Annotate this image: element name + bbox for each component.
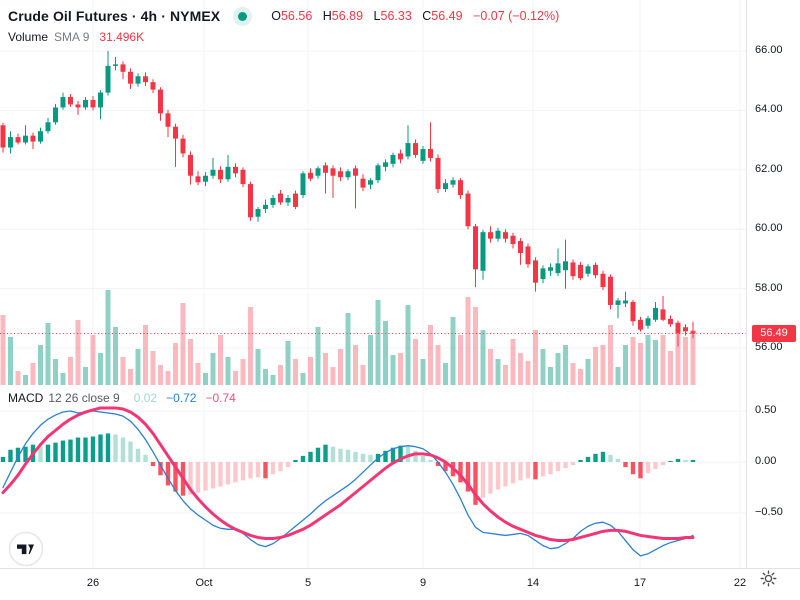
price-tick-label: 64.00: [755, 103, 783, 116]
chart-canvas[interactable]: [0, 0, 746, 568]
last-price-label: 56.49: [752, 324, 796, 342]
price-tick-label: 62.00: [755, 162, 783, 175]
macd-tick-label: 0.50: [755, 404, 777, 416]
macd-params: 12 26 close 9: [48, 391, 120, 405]
macd-line-value: −0.72: [166, 391, 197, 405]
price-axis[interactable]: 56.49 66.00 64.00 62.00 60.00 58.00 56.00 0.50…: [746, 0, 800, 568]
macd-legend[interactable]: MACD 12 26 close 9 0.02 −0.72 −0.74: [8, 390, 236, 406]
ohlc-values: O56.56 H56.89 L56.33 C56.49 −0.07 (−0.12…: [271, 9, 559, 23]
time-tick-label: 9: [419, 577, 427, 589]
low-label: L: [373, 9, 381, 23]
macd-signal-value: −0.74: [205, 391, 236, 405]
volume-value: 31.496K: [99, 30, 145, 44]
macd-tick-label: −0.50: [755, 506, 783, 518]
symbol-title[interactable]: Crude Oil Futures · 4h · NYMEX: [8, 8, 221, 24]
time-tick-label: 26: [86, 577, 100, 589]
time-tick-label: 14: [526, 577, 540, 589]
volume-sma-label: SMA 9: [54, 30, 90, 44]
open-label: O: [271, 9, 281, 23]
symbol-legend[interactable]: Crude Oil Futures · 4h · NYMEX O56.56 H5…: [8, 6, 559, 26]
price-tick-label: 56.00: [755, 341, 783, 353]
volume-legend[interactable]: Volume SMA 9 31.496K: [8, 29, 144, 45]
macd-hist-value: 0.02: [133, 391, 158, 405]
change-value: −0.07 (−0.12%): [473, 9, 560, 23]
time-tick-label: 22: [733, 577, 747, 589]
price-tick-label: 60.00: [755, 222, 783, 235]
close-value: 56.49: [431, 9, 463, 23]
high-value: 56.89: [331, 9, 364, 23]
time-axis[interactable]: 26 Oct 5 9 14 17 22: [0, 568, 800, 600]
time-tick-label: 5: [304, 577, 312, 589]
high-label: H: [322, 9, 332, 23]
tradingview-logo[interactable]: [8, 531, 44, 567]
open-value: 56.56: [280, 9, 313, 23]
data-source-dot-icon[interactable]: [238, 11, 248, 21]
macd-label[interactable]: MACD: [8, 391, 44, 405]
price-tick-label: 66.00: [755, 44, 783, 56]
volume-label[interactable]: Volume: [8, 30, 49, 44]
low-value: 56.33: [380, 9, 412, 23]
settings-gear-icon[interactable]: [760, 570, 777, 587]
macd-tick-label: 0.00: [755, 455, 777, 467]
time-tick-label: Oct: [195, 577, 213, 589]
time-tick-label: 17: [633, 577, 647, 589]
close-label: C: [422, 9, 432, 23]
price-tick-label: 58.00: [755, 281, 783, 294]
